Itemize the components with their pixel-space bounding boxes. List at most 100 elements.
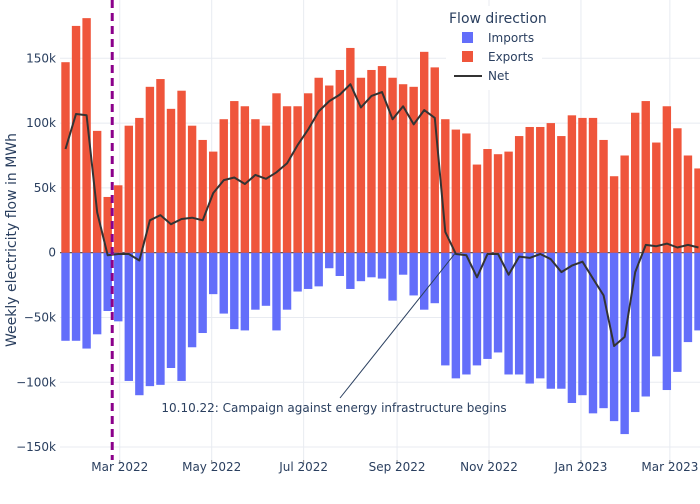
exports-bar bbox=[209, 151, 218, 253]
legend-label-exports: Exports bbox=[488, 50, 534, 64]
exports-bar bbox=[103, 196, 112, 253]
net-line bbox=[64, 83, 699, 347]
imports-bar bbox=[282, 252, 292, 310]
imports-bar bbox=[187, 252, 197, 348]
exports-bar bbox=[599, 139, 608, 253]
imports-bar bbox=[335, 252, 344, 276]
exports-bar bbox=[483, 149, 492, 253]
exports-bar bbox=[641, 101, 650, 253]
exports-bar bbox=[683, 155, 693, 253]
imports-bar bbox=[641, 252, 650, 397]
exports-bar bbox=[609, 176, 619, 253]
exports-bar bbox=[398, 84, 408, 253]
imports-bar bbox=[430, 252, 439, 304]
exports-bar bbox=[409, 86, 418, 253]
exports-bar bbox=[335, 69, 344, 253]
exports-bar bbox=[135, 117, 144, 253]
imports-bar bbox=[409, 252, 418, 296]
imports-bar bbox=[135, 252, 144, 396]
imports-bar bbox=[261, 252, 271, 306]
annotation-label: 10.10.22: Campaign against energy infras… bbox=[161, 401, 506, 415]
exports-bar bbox=[114, 185, 123, 253]
exports-bar bbox=[557, 136, 566, 253]
imports-bar bbox=[514, 252, 524, 375]
exports-bar bbox=[451, 129, 461, 253]
imports-bar bbox=[567, 252, 577, 403]
imports-bar bbox=[293, 252, 302, 292]
y-axis-title: Weekly electricity flow in MWh bbox=[4, 133, 20, 347]
exports-bar bbox=[251, 119, 260, 253]
exports-bar bbox=[156, 79, 165, 253]
exports-bar bbox=[303, 93, 313, 253]
net-line-layer bbox=[64, 83, 699, 347]
exports-bar bbox=[462, 133, 471, 253]
imports-bar bbox=[177, 252, 186, 381]
imports-bar bbox=[251, 252, 260, 310]
exports-bar bbox=[673, 128, 682, 253]
exports-bar bbox=[92, 130, 102, 253]
exports-bar bbox=[71, 25, 81, 253]
imports-bar bbox=[314, 252, 323, 287]
imports-bar bbox=[694, 252, 700, 331]
imports-bar bbox=[303, 252, 313, 289]
exports-bar bbox=[504, 151, 513, 253]
exports-bar bbox=[694, 168, 700, 253]
exports-bar bbox=[493, 154, 503, 253]
imports-bar bbox=[483, 252, 492, 359]
imports-bar bbox=[145, 252, 155, 387]
exports-bar bbox=[430, 67, 439, 253]
imports-bar bbox=[114, 252, 123, 322]
imports-bar bbox=[546, 252, 555, 389]
legend-title: Flow direction bbox=[449, 11, 547, 27]
exports-bar bbox=[536, 126, 545, 253]
exports-bar bbox=[377, 66, 387, 253]
x-axis: Mar 2022 May 2022 Jul 2022 Sep 2022 Nov 2022… bbox=[91, 460, 698, 474]
exports-bar bbox=[441, 119, 450, 253]
x-tick-label: May 2022 bbox=[182, 460, 241, 474]
y-tick-label: −100k bbox=[16, 375, 56, 389]
legend-swatch-imports bbox=[462, 32, 473, 43]
exports-bar bbox=[631, 112, 640, 253]
exports-bar bbox=[367, 69, 376, 253]
bars bbox=[61, 18, 700, 435]
exports-bar bbox=[525, 126, 534, 253]
exports-bar bbox=[61, 62, 70, 253]
exports-bar bbox=[578, 117, 587, 253]
imports-bar bbox=[209, 252, 218, 295]
exports-bar bbox=[546, 123, 555, 253]
exports-bar bbox=[388, 77, 397, 253]
imports-bar bbox=[356, 252, 366, 282]
exports-bar bbox=[198, 139, 207, 253]
imports-bar bbox=[272, 252, 281, 331]
y-axis: −150k −100k −50k 0 50k 100k 150k bbox=[16, 51, 56, 454]
annotations: 10.10.22: Campaign against energy infras… bbox=[110, 0, 507, 460]
imports-bar bbox=[652, 252, 661, 357]
y-tick-label: 150k bbox=[26, 51, 56, 65]
exports-bar bbox=[124, 125, 133, 253]
imports-bar bbox=[71, 252, 81, 341]
exports-bar bbox=[82, 18, 91, 253]
imports-bar bbox=[493, 252, 503, 353]
imports-bar bbox=[325, 252, 334, 269]
exports-bar bbox=[652, 142, 661, 253]
x-tick-label: Nov 2022 bbox=[460, 460, 518, 474]
imports-bar bbox=[166, 252, 176, 368]
y-tick-label: 0 bbox=[48, 246, 56, 260]
imports-bar bbox=[609, 252, 619, 422]
exports-bar bbox=[293, 106, 302, 253]
exports-bar bbox=[420, 51, 429, 253]
imports-bar bbox=[124, 252, 133, 381]
exports-bar bbox=[325, 85, 334, 253]
imports-bar bbox=[462, 252, 471, 375]
exports-bar bbox=[177, 90, 186, 253]
imports-bar bbox=[103, 252, 112, 311]
imports-bar bbox=[578, 252, 587, 396]
exports-bar bbox=[346, 47, 355, 253]
y-tick-label: −150k bbox=[16, 440, 56, 454]
exports-bar bbox=[261, 125, 271, 253]
imports-bar bbox=[230, 252, 239, 330]
imports-bar bbox=[620, 252, 629, 435]
imports-bar bbox=[536, 252, 545, 379]
